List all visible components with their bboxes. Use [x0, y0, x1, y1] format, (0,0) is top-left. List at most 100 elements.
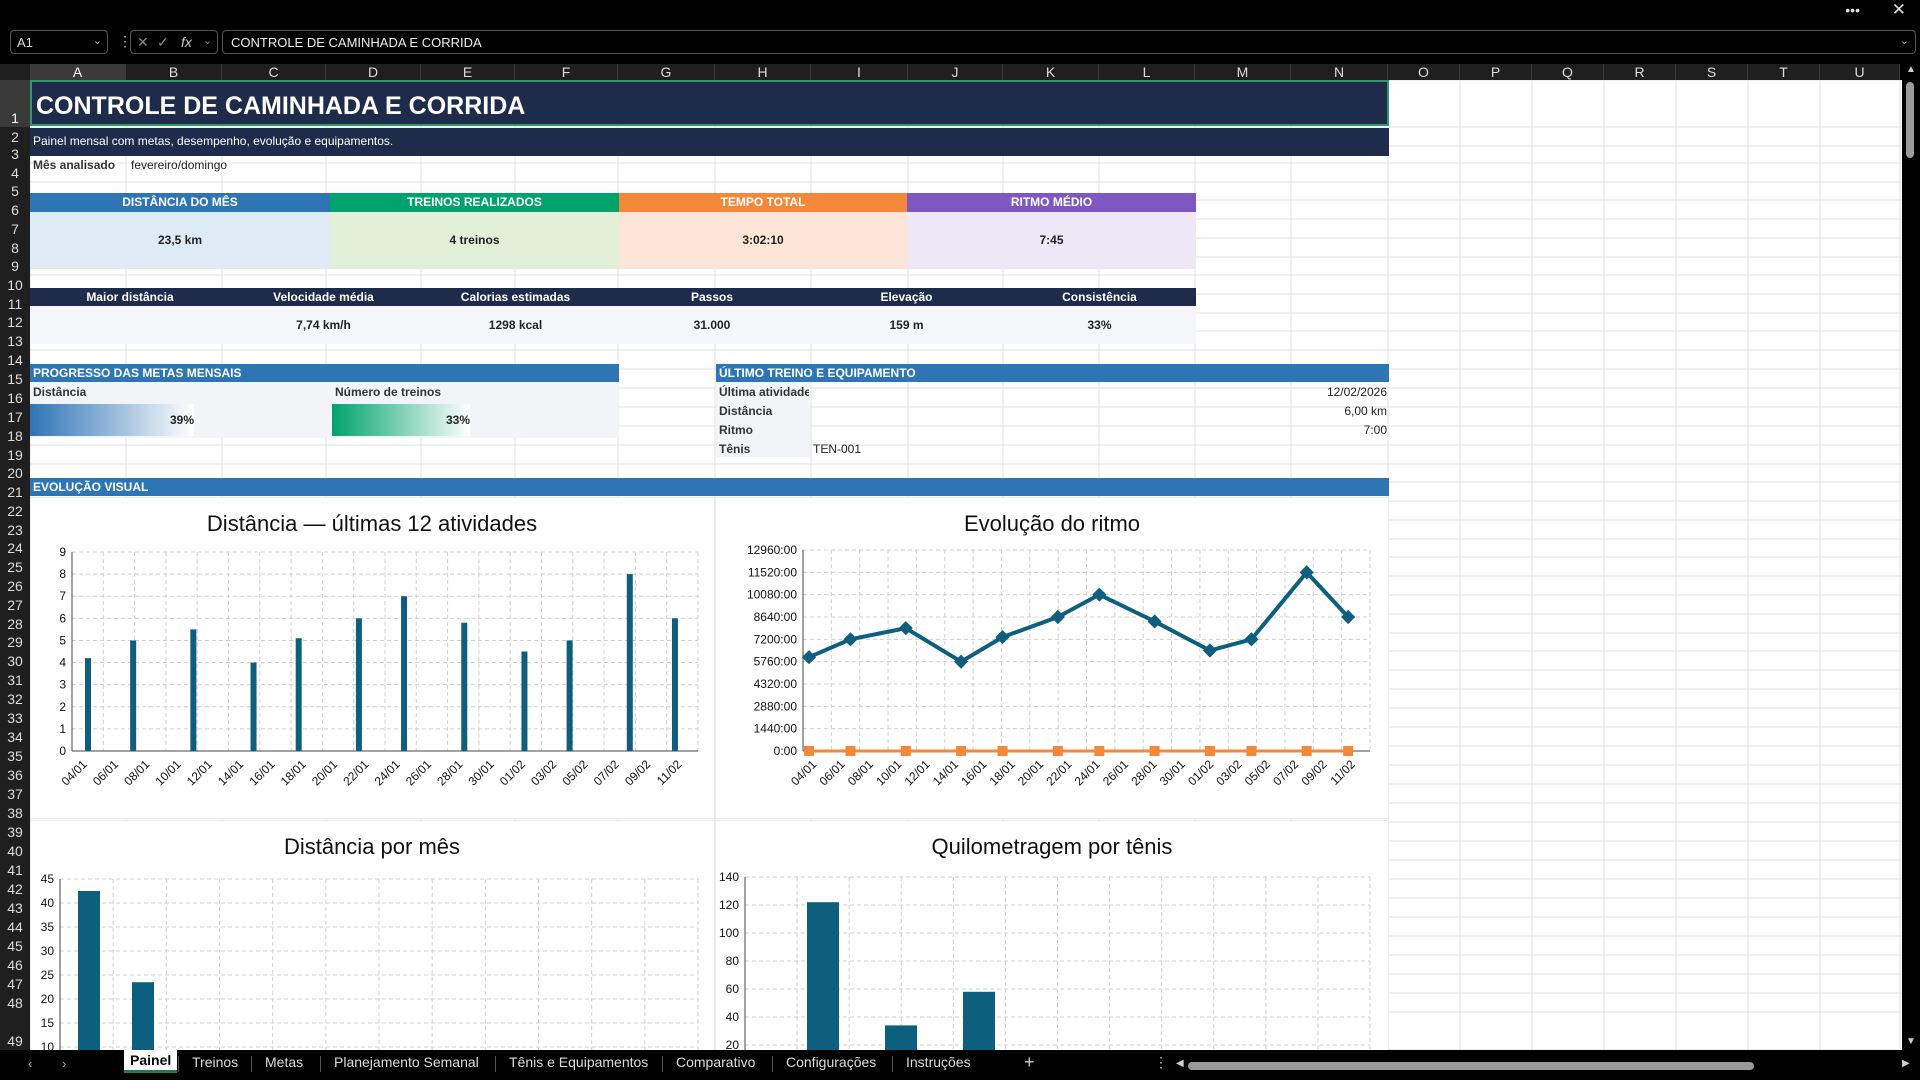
column-header-m[interactable]: M — [1195, 64, 1291, 80]
row-header-48[interactable]: 48 — [0, 993, 30, 1012]
row-header-8[interactable]: 8 — [0, 238, 30, 257]
row-header-10[interactable]: 10 — [0, 275, 30, 294]
add-sheet-icon[interactable]: + — [1024, 1052, 1035, 1072]
sheet-grid[interactable]: CONTROLE DE CAMINHADA E CORRIDA Painel m… — [30, 80, 1902, 1050]
row-header-26[interactable]: 26 — [0, 576, 30, 595]
row-header-16[interactable]: 16 — [0, 388, 30, 407]
column-header-h[interactable]: H — [715, 64, 811, 80]
row-header-6[interactable]: 6 — [0, 200, 30, 219]
column-header-i[interactable]: I — [811, 64, 908, 80]
expand-formula-icon[interactable]: ⌄ — [1899, 35, 1909, 47]
select-all-corner[interactable] — [0, 64, 30, 80]
row-header-9[interactable]: 9 — [0, 257, 30, 275]
column-header-u[interactable]: U — [1820, 64, 1900, 80]
scroll-left-icon[interactable]: ◀ — [1176, 1058, 1184, 1069]
sheet-tab-metas[interactable]: Metas — [265, 1054, 304, 1070]
row-header-22[interactable]: 22 — [0, 501, 30, 520]
prev-sheet-icon[interactable]: ‹ — [28, 1056, 33, 1071]
row-header-45[interactable]: 45 — [0, 936, 30, 955]
row-header-34[interactable]: 34 — [0, 727, 30, 746]
row-header-44[interactable]: 44 — [0, 917, 30, 936]
month-value[interactable]: fevereiro/domingo — [131, 158, 228, 172]
column-header-a[interactable]: A — [30, 64, 126, 80]
vertical-scrollbar[interactable] — [1906, 82, 1914, 158]
row-header-17[interactable]: 17 — [0, 407, 30, 426]
sheet-tab-planejamento-semanal[interactable]: Planejamento Semanal — [334, 1054, 479, 1070]
column-header-t[interactable]: T — [1748, 64, 1820, 80]
row-header-23[interactable]: 23 — [0, 520, 30, 539]
row-header-20[interactable]: 20 — [0, 464, 30, 482]
row-header-25[interactable]: 25 — [0, 557, 30, 576]
sheet-tab-instru-es[interactable]: Instruções — [906, 1054, 971, 1070]
horizontal-scrollbar[interactable] — [1188, 1062, 1754, 1070]
column-header-n[interactable]: N — [1291, 64, 1388, 80]
row-header-27[interactable]: 27 — [0, 595, 30, 614]
row-header-2[interactable]: 2 — [0, 127, 30, 146]
mileage-by-shoe-chart[interactable]: Quilometragem por tênis 20 40 60 80 100 120 140 — [715, 820, 1389, 1050]
row-header-30[interactable]: 30 — [0, 651, 30, 670]
row-header-46[interactable]: 46 — [0, 955, 30, 974]
chevron-down-icon[interactable]: ⌄ — [92, 35, 102, 47]
sheet-tab-treinos[interactable]: Treinos — [192, 1054, 239, 1070]
more-options-icon[interactable]: ••• — [1845, 2, 1860, 18]
distance-last-activities-chart[interactable]: Distância — últimas 12 atividades 0 1 2 3 4 5 6… — [30, 497, 715, 819]
column-header-r[interactable]: R — [1604, 64, 1676, 80]
row-header-28[interactable]: 28 — [0, 614, 30, 633]
row-header-42[interactable]: 42 — [0, 879, 30, 898]
enter-icon[interactable]: ✓ — [157, 34, 169, 50]
distance-by-month-chart[interactable]: Distância por mês 10 15 20 25 30 35 40 45 — [30, 820, 715, 1050]
row-header-35[interactable]: 35 — [0, 746, 30, 765]
row-header-39[interactable]: 39 — [0, 822, 30, 841]
chevron-down-icon[interactable]: ⌄ — [203, 35, 213, 47]
row-header-37[interactable]: 37 — [0, 784, 30, 803]
column-header-g[interactable]: G — [618, 64, 715, 80]
row-header-36[interactable]: 36 — [0, 765, 30, 784]
row-header-32[interactable]: 32 — [0, 689, 30, 708]
cancel-icon[interactable]: ✕ — [137, 34, 149, 50]
scroll-down-icon[interactable]: ▼ — [1906, 1036, 1916, 1047]
sheet-tab-comparativo[interactable]: Comparativo — [676, 1054, 756, 1070]
column-header-q[interactable]: Q — [1532, 64, 1604, 80]
row-header-31[interactable]: 31 — [0, 670, 30, 689]
column-header-k[interactable]: K — [1003, 64, 1099, 80]
row-header-41[interactable]: 41 — [0, 860, 30, 879]
row-header-12[interactable]: 12 — [0, 313, 30, 331]
tabs-menu-icon[interactable]: ⋮ — [1154, 1054, 1168, 1070]
column-header-o[interactable]: O — [1388, 64, 1460, 80]
row-header-14[interactable]: 14 — [0, 350, 30, 369]
column-header-p[interactable]: P — [1460, 64, 1532, 80]
row-header-4[interactable]: 4 — [0, 163, 30, 182]
row-header-21[interactable]: 21 — [0, 482, 30, 501]
column-header-j[interactable]: J — [908, 64, 1003, 80]
row-header-38[interactable]: 38 — [0, 803, 30, 822]
next-sheet-icon[interactable]: › — [62, 1056, 67, 1071]
column-header-l[interactable]: L — [1099, 64, 1195, 80]
row-header-13[interactable]: 13 — [0, 331, 30, 350]
row-header-15[interactable]: 15 — [0, 369, 30, 388]
row-header-3[interactable]: 3 — [0, 146, 30, 163]
row-header-5[interactable]: 5 — [0, 182, 30, 200]
row-header-11[interactable]: 11 — [0, 294, 30, 313]
column-header-s[interactable]: S — [1676, 64, 1748, 80]
row-header-24[interactable]: 24 — [0, 539, 30, 557]
row-header-47[interactable]: 47 — [0, 974, 30, 993]
insert-function-icon[interactable]: fx — [181, 34, 192, 50]
sheet-tab-t-nis-e-equipamentos[interactable]: Tênis e Equipamentos — [509, 1054, 649, 1070]
column-header-d[interactable]: D — [326, 64, 421, 80]
row-header-33[interactable]: 33 — [0, 708, 30, 727]
row-header-19[interactable]: 19 — [0, 445, 30, 464]
formula-input[interactable]: CONTROLE DE CAMINHADA E CORRIDA ⌄ — [222, 30, 1916, 54]
row-header-49[interactable]: 49 — [0, 1012, 30, 1050]
row-header-40[interactable]: 40 — [0, 841, 30, 860]
pace-evolution-chart[interactable]: Evolução do ritmo 0:00 1440:00 2880:00 4320:… — [715, 497, 1389, 819]
name-box[interactable]: A1 ⌄ — [10, 30, 108, 54]
column-header-e[interactable]: E — [421, 64, 515, 80]
scroll-right-icon[interactable]: ▶ — [1902, 1058, 1910, 1069]
row-header-18[interactable]: 18 — [0, 426, 30, 445]
row-header-29[interactable]: 29 — [0, 633, 30, 651]
column-header-f[interactable]: F — [515, 64, 618, 80]
row-header-7[interactable]: 7 — [0, 219, 30, 238]
sheet-tab-painel[interactable]: Painel — [124, 1050, 178, 1073]
close-icon[interactable]: ✕ — [1891, 0, 1906, 19]
sheet-tab-configura-es[interactable]: Configurações — [786, 1054, 877, 1070]
